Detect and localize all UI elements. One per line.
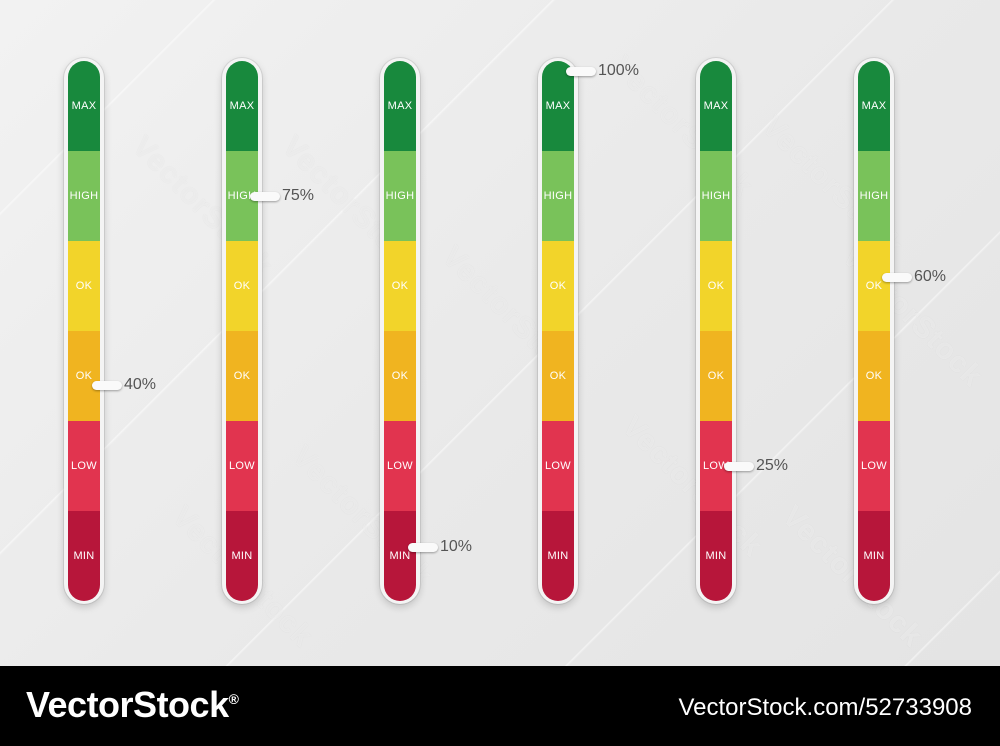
brand-logo: VectorStock®: [26, 684, 239, 726]
meter-segment-high: HIGH: [384, 151, 416, 241]
level-meter: MAX HIGH OK OK LOW MIN: [696, 58, 736, 604]
meter-segment-low: LOW: [68, 421, 100, 511]
meter-segment-high: HIGH: [68, 151, 100, 241]
meter-segment-ok: OK: [68, 241, 100, 331]
level-percent-label: 10%: [440, 538, 473, 555]
meter-segment-high: HIGH: [858, 151, 890, 241]
level-meter: MAX HIGH OK OK LOW MIN: [854, 58, 894, 604]
background-streaks: [0, 0, 1000, 666]
meter-segment-ok: OK: [542, 241, 574, 331]
level-indicator-knob[interactable]: [882, 273, 912, 282]
meter-segment-high: HIGH: [542, 151, 574, 241]
meter-bar: MAX HIGH OK OK LOW MIN: [700, 61, 732, 601]
meter-segment-ok: OK: [226, 241, 258, 331]
watermark-text: VectorStock: [775, 499, 930, 654]
meter-segment-min: MIN: [858, 511, 890, 601]
meter-bar: MAX HIGH OK OK LOW MIN: [226, 61, 258, 601]
level-indicator-knob[interactable]: [724, 462, 754, 471]
meter-segment-max: MAX: [226, 61, 258, 151]
meter-segment-ok: OK: [700, 331, 732, 421]
meter-segment-low: LOW: [542, 421, 574, 511]
footer-bar: VectorStock® VectorStock.com/52733908: [0, 666, 1000, 746]
meter-segment-low: LOW: [384, 421, 416, 511]
level-indicator-knob[interactable]: [250, 192, 280, 201]
level-indicator-knob[interactable]: [92, 381, 122, 390]
artwork-canvas: VectorStock VectorStock VectorStock VectorS…: [0, 0, 1000, 666]
brand-registered-mark: ®: [228, 691, 239, 707]
level-meter: MAX HIGH OK OK LOW MIN: [380, 58, 420, 604]
meter-segment-ok: OK: [858, 331, 890, 421]
level-percent-label: 25%: [756, 457, 789, 474]
meter-segment-ok: OK: [542, 331, 574, 421]
meter-segment-low: LOW: [858, 421, 890, 511]
brand-name: VectorStock: [26, 684, 229, 725]
meter-segment-min: MIN: [226, 511, 258, 601]
meter-segment-max: MAX: [68, 61, 100, 151]
level-meter: MAX HIGH OK OK LOW MIN: [64, 58, 104, 604]
meter-bar: MAX HIGH OK OK LOW MIN: [542, 61, 574, 601]
meter-bar: MAX HIGH OK OK LOW MIN: [384, 61, 416, 601]
meter-segment-ok: OK: [68, 331, 100, 421]
meter-segment-max: MAX: [700, 61, 732, 151]
meter-segment-ok: OK: [384, 331, 416, 421]
level-indicator-knob[interactable]: [566, 67, 596, 76]
meter-segment-min: MIN: [700, 511, 732, 601]
meter-segment-ok: OK: [384, 241, 416, 331]
meter-segment-min: MIN: [542, 511, 574, 601]
meter-segment-low: LOW: [226, 421, 258, 511]
meter-segment-max: MAX: [384, 61, 416, 151]
meter-bar: MAX HIGH OK OK LOW MIN: [858, 61, 890, 601]
meter-segment-min: MIN: [68, 511, 100, 601]
meter-bar: MAX HIGH OK OK LOW MIN: [68, 61, 100, 601]
meter-segment-max: MAX: [542, 61, 574, 151]
meter-segment-ok: OK: [858, 241, 890, 331]
level-percent-label: 75%: [282, 187, 315, 204]
watermark-text: VectorStock: [615, 409, 770, 564]
meter-segment-min: MIN: [384, 511, 416, 601]
level-percent-label: 40%: [124, 376, 157, 393]
level-indicator-knob[interactable]: [408, 543, 438, 552]
meter-segment-ok: OK: [700, 241, 732, 331]
level-meter: MAX HIGH OK OK LOW MIN: [538, 58, 578, 604]
image-credit: VectorStock.com/52733908: [678, 694, 972, 721]
level-percent-label: 60%: [914, 268, 947, 285]
level-meter: MAX HIGH OK OK LOW MIN: [222, 58, 262, 604]
meter-segment-max: MAX: [858, 61, 890, 151]
meter-segment-high: HIGH: [700, 151, 732, 241]
level-percent-label: 100%: [598, 62, 639, 79]
meter-segment-ok: OK: [226, 331, 258, 421]
